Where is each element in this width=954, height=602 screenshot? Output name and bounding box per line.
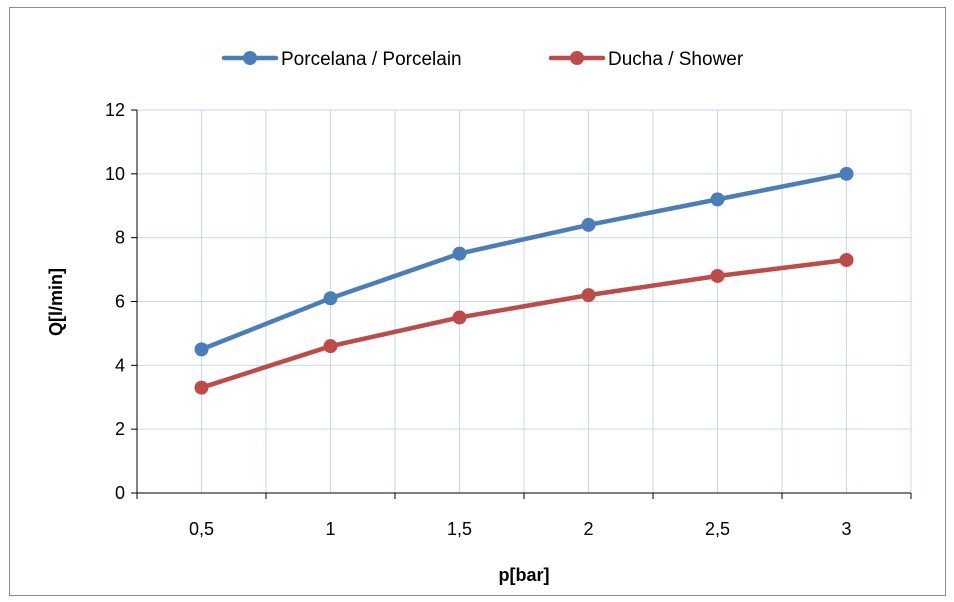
data-point [839, 166, 854, 181]
x-tick-label: 3 [841, 519, 851, 539]
legend-marker-2 [570, 51, 584, 65]
data-point [323, 291, 338, 306]
y-tick-label: 6 [115, 292, 125, 312]
x-tick-label: 1,5 [447, 519, 472, 539]
data-point [194, 342, 209, 357]
y-tick-label: 0 [115, 483, 125, 503]
x-tick-label: 2,5 [705, 519, 730, 539]
y-tick-label: 12 [105, 100, 125, 120]
x-tick-label: 1 [325, 519, 335, 539]
y-tick-label: 4 [115, 355, 125, 375]
data-point [839, 253, 854, 268]
x-tick-label: 0,5 [189, 519, 214, 539]
axes: 0 2 4 6 8 10 12 0,5 1 1,5 2 2,5 3 [105, 100, 912, 539]
data-point [452, 310, 467, 325]
x-tick-label: 2 [583, 519, 593, 539]
y-axis-title: Q[l/min] [46, 268, 66, 336]
legend-label-1: Porcelana / Porcelain [281, 49, 462, 70]
y-tick-label: 8 [115, 228, 125, 248]
x-axis-title: p[bar] [499, 565, 550, 585]
data-point [452, 246, 467, 261]
legend-marker-1 [243, 51, 257, 65]
data-point [581, 217, 596, 232]
data-point [581, 288, 596, 303]
series [194, 166, 854, 395]
data-point [710, 268, 725, 283]
y-tick-label: 2 [115, 419, 125, 439]
series-line-1 [199, 171, 849, 352]
data-point [323, 339, 338, 354]
grid [137, 109, 912, 493]
legend: Porcelana / Porcelain Ducha / Shower [221, 49, 744, 70]
data-point [194, 380, 209, 395]
series-line-2 [199, 257, 849, 390]
legend-label-2: Ducha / Shower [608, 49, 744, 70]
y-tick-label: 10 [105, 164, 125, 184]
data-point [710, 192, 725, 207]
